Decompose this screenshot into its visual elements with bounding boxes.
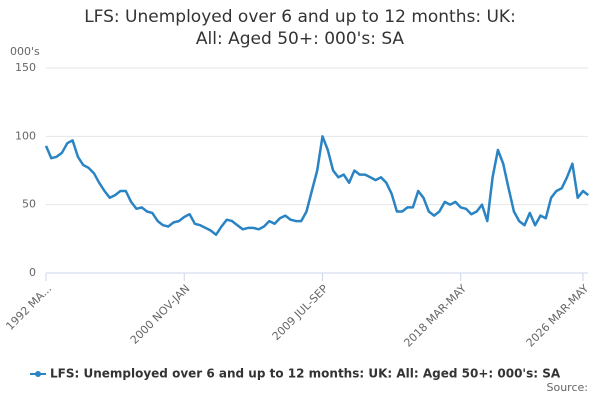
x-tick-label: 1992 MA... (3, 282, 54, 333)
x-tick-label: 2009 JUL-SEP (270, 282, 331, 343)
x-tick-label: 2018 MAR-MAY (401, 282, 469, 350)
x-tick-label: 2026 MAR-MAY (524, 282, 592, 350)
y-tick-label: 100 (15, 129, 36, 142)
y-tick-label: 50 (22, 198, 36, 211)
legend-marker (35, 371, 41, 377)
source: Source: (547, 381, 589, 394)
chart-title: LFS: Unemployed over 6 and up to 12 mont… (84, 7, 516, 49)
y-tick-label: 0 (29, 266, 36, 279)
x-tick-label: 2000 NOV-JAN (128, 282, 193, 347)
series-line (44, 135, 590, 236)
y-axis-label: 000's (10, 45, 40, 58)
y-tick-label: 150 (15, 61, 36, 74)
legend-label: LFS: Unemployed over 6 and up to 12 mont… (50, 367, 561, 381)
